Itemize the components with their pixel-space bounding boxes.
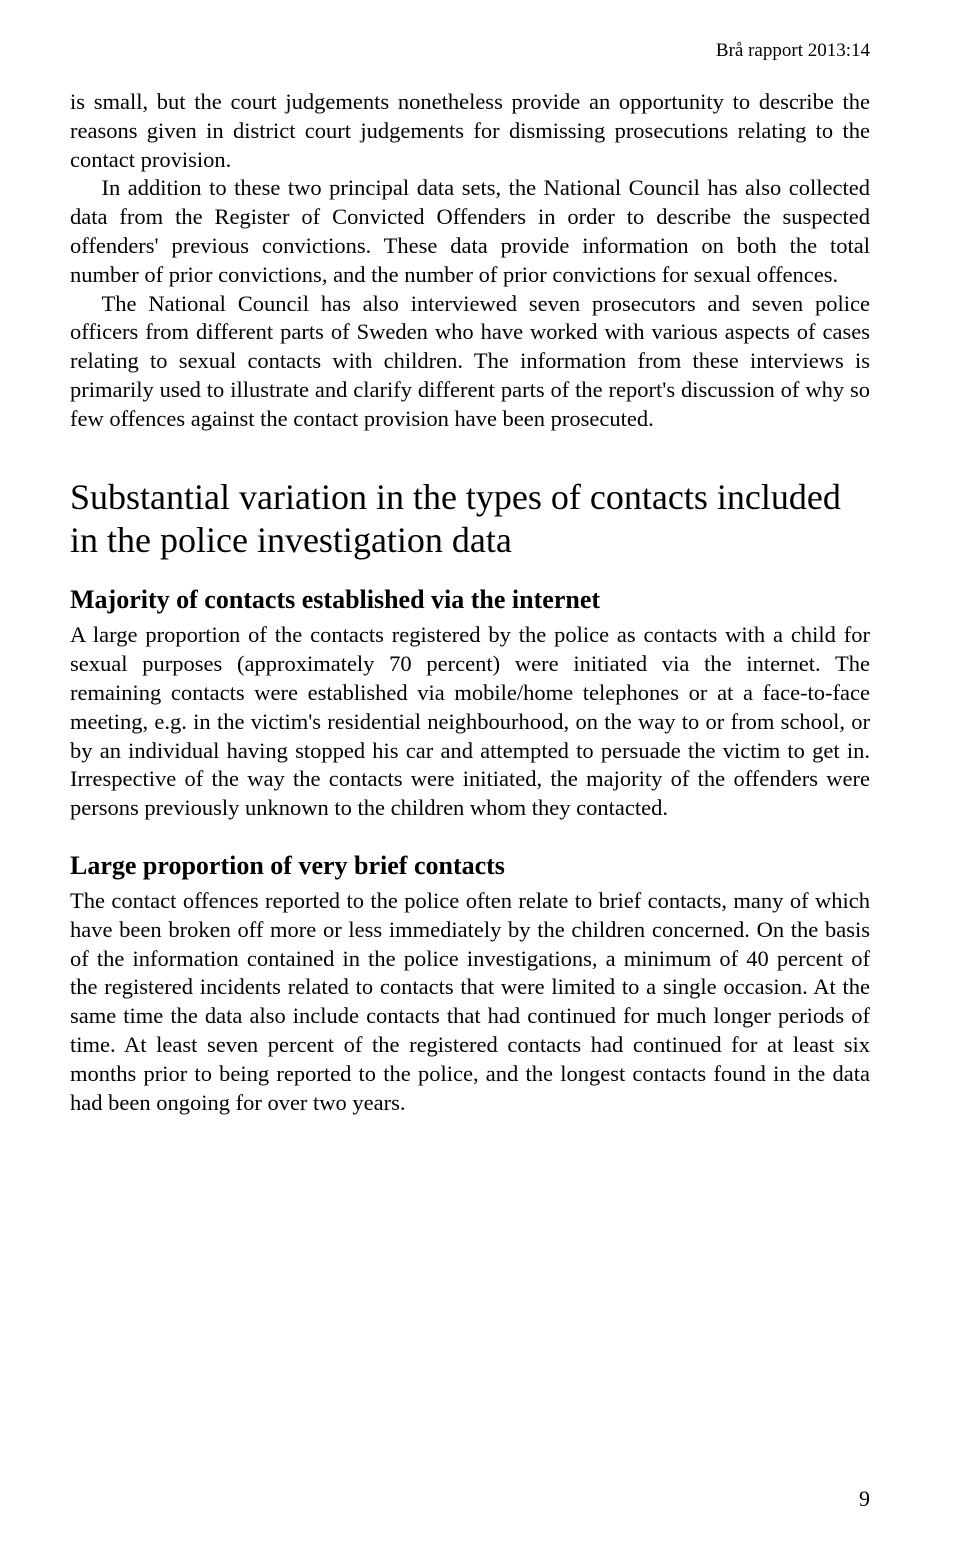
body-paragraph: A large proportion of the contacts regis…: [70, 621, 870, 823]
body-paragraph: The National Council has also interviewe…: [70, 290, 870, 434]
section-heading: Substantial variation in the types of co…: [70, 476, 870, 564]
body-paragraph: is small, but the court judgements nonet…: [70, 88, 870, 174]
body-paragraph: In addition to these two principal data …: [70, 174, 870, 289]
page-number: 9: [859, 1486, 870, 1512]
subsection-heading: Majority of contacts established via the…: [70, 585, 870, 615]
document-page: Brå rapport 2013:14 is small, but the co…: [0, 0, 960, 1560]
subsection-heading: Large proportion of very brief contacts: [70, 851, 870, 881]
page-content: is small, but the court judgements nonet…: [70, 40, 870, 1117]
report-header-label: Brå rapport 2013:14: [716, 40, 870, 62]
body-paragraph: The contact offences reported to the pol…: [70, 887, 870, 1117]
